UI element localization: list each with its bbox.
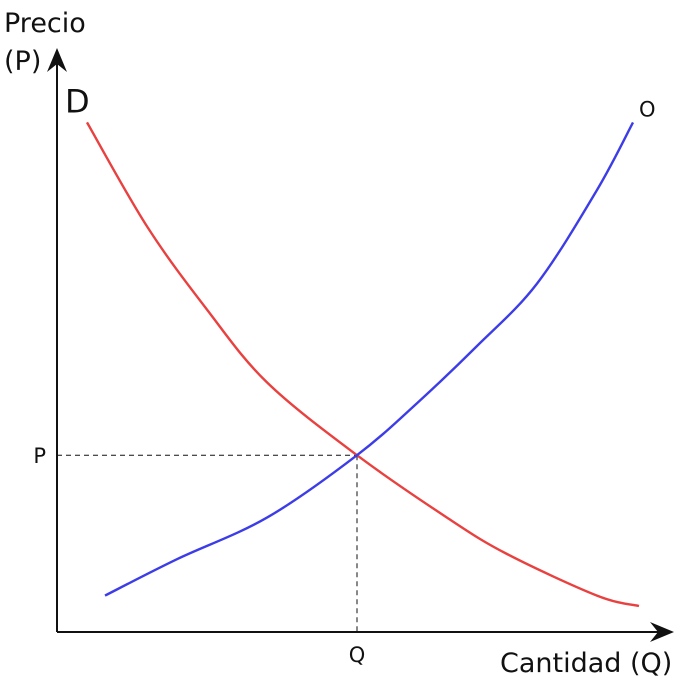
supply-curve — [104, 121, 635, 597]
demand-curve — [85, 121, 640, 608]
x-axis-arrow-icon — [650, 622, 674, 642]
x-tick-label-q: Q — [349, 643, 366, 667]
x-axis-title: Cantidad (Q) — [500, 648, 672, 679]
supply-curve-label: O — [639, 97, 656, 121]
y-axis-title-line1: Precio — [4, 8, 86, 39]
y-tick-label-p: P — [33, 444, 46, 468]
demand-curve-label: D — [65, 82, 90, 120]
y-axis-arrow-icon — [47, 48, 67, 72]
y-axis-title-line2: (P) — [4, 46, 41, 77]
